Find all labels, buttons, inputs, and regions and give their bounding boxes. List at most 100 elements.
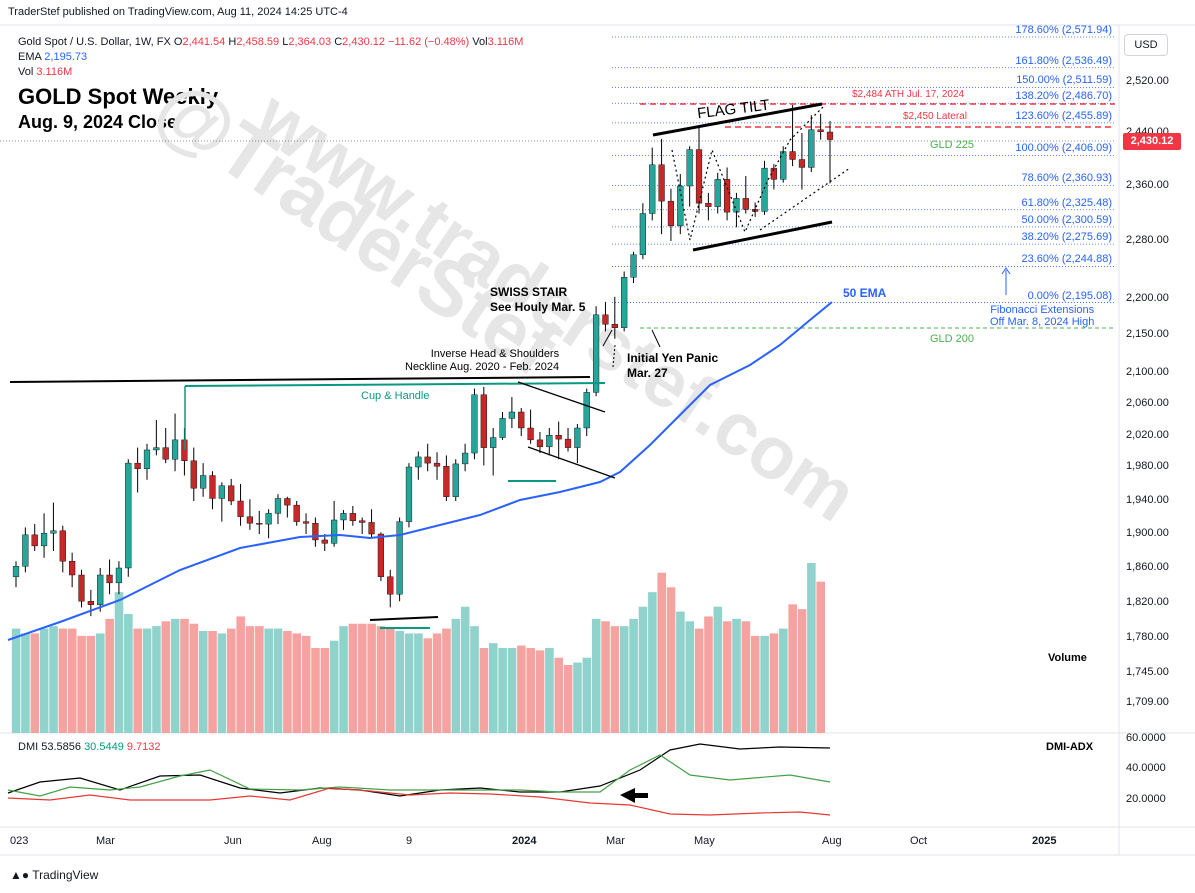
candle-body [630,254,637,278]
volume-bar [58,628,68,733]
candle-body [396,521,403,595]
dmi-lines [7,743,831,816]
candle-body [349,513,356,521]
handle-bottom-line [527,446,616,479]
volume-bar [638,606,648,733]
candle-body [649,164,656,214]
candle-body [742,198,749,210]
price-tick-label: 1,820.00 [1126,596,1169,608]
fib-level-label: 23.60% (2,244.88) [1021,253,1112,266]
gld200-label: GLD 200 [930,333,975,345]
cup-handle-label: Cup & Handle [361,390,430,402]
candle-body [125,462,132,569]
ohlc-row: Gold Spot / U.S. Dollar, 1W, FX O2,441.5… [18,35,523,50]
price-tick-label: 2,280.00 [1126,234,1169,246]
price-axis[interactable]: 2,520.00 2,440.00 2,360.00 2,280.00 2,200.00… [1120,60,1195,820]
price-tick-label: 1,940.00 [1126,494,1169,506]
candle-body [302,521,310,524]
volume-bar [386,628,395,733]
time-tick-label: 2024 [512,835,537,847]
candle-body [265,513,272,525]
candle-body [143,449,151,469]
candle-body [218,485,225,499]
candle-body [452,463,459,497]
volume-bar [114,592,124,733]
fib-level-label: 61.80% (2,325.48) [1021,196,1112,209]
ihs-line2: Neckline Aug. 2020 - Feb. 2024 [405,361,560,373]
candle-body [31,534,38,547]
flag-bottom-line [692,220,833,252]
symbol-name[interactable]: Gold Spot / U.S. Dollar, 1W, FX [18,36,171,48]
candle-body [695,149,703,204]
dmi-tick-label: 40.0000 [1126,762,1166,774]
candle-body [677,185,684,227]
volume-bar [442,628,451,733]
volume-bar [460,606,470,733]
currency-button[interactable]: USD [1124,34,1168,56]
tradingview-footer[interactable]: ▲● TradingView [10,868,98,882]
vol-value: 3.116M [487,36,524,48]
volume-bar [526,648,535,733]
fib-level-label: 138.20% (2,486.70) [1015,90,1112,103]
dmi-pane-label: DMI-ADX [1046,741,1094,753]
open-value: 2,441.54 [182,36,226,48]
volume-bar [329,640,339,733]
ema-label: EMA [18,51,42,63]
time-tick-label: Aug [312,835,332,847]
candle-body [761,167,768,212]
candle-body [321,539,328,544]
volume-bar [152,626,161,733]
volume-bar [264,628,273,733]
fib-level-label: 78.60% (2,360.93) [1021,172,1112,185]
candle-body [518,411,525,429]
close-value: 2,430.12 [342,36,385,48]
time-tick-label: May [694,835,715,847]
open-label: O [173,36,183,48]
volume-bar [49,626,58,733]
volume-bar [788,604,797,733]
candle-body [190,460,197,489]
ema-row[interactable]: EMA 2,195.73 [18,50,523,65]
chart-legend: Gold Spot / U.S. Dollar, 1W, FX O2,441.5… [18,35,523,80]
volume-bar [657,572,666,733]
volume-bar [208,631,217,733]
candle-body [97,574,104,605]
price-tick-label: 1,745.00 [1126,666,1169,678]
dmi-minus-value: 9.7132 [126,741,161,753]
candle-body [564,438,572,448]
candle-body [480,394,487,448]
time-tick-label: Mar [96,835,115,847]
candle-body [621,277,628,328]
candle-body [59,530,66,562]
vol-label: Vol [472,36,488,48]
candle-body [780,151,787,180]
flag-top-line [652,102,823,137]
dmi-tick-label: 20.0000 [1126,793,1166,805]
volume-bars [11,563,826,733]
volume-bar [124,614,133,733]
volume-bar [470,626,479,733]
volume-bar [769,633,779,733]
chart-subtitle: Aug. 9, 2024 Close [18,112,178,132]
volume-bar [133,628,143,733]
volume-bar [227,628,236,733]
candle-body [667,200,675,227]
volume-row[interactable]: Vol 3.116M [18,65,523,80]
swiss-line2: See Houly Mar. 5 [490,300,586,314]
volume-bar [732,618,741,733]
volume-bar [535,650,545,733]
volume-bar [320,648,330,733]
candle-body [686,149,693,187]
time-tick-label: Mar [606,835,625,847]
low-value: 2,364.03 [288,36,332,48]
candle-body [658,164,665,202]
volume-bar [573,662,582,733]
dmi-legend[interactable]: DMI 53.5856 30.5449 9.7132 [18,741,161,753]
swiss-stair-note: SWISS STAIR See Houly Mar. 5 [490,285,585,315]
volume-bar [180,618,189,733]
fib-note-arrowhead [1001,267,1011,275]
time-axis[interactable]: 023 Mar Jun Aug 9 2024 Mar May Aug Oct 2025 [0,835,1120,853]
dmi-tick-label: 60.0000 [1126,732,1166,744]
candle-body [22,534,29,567]
